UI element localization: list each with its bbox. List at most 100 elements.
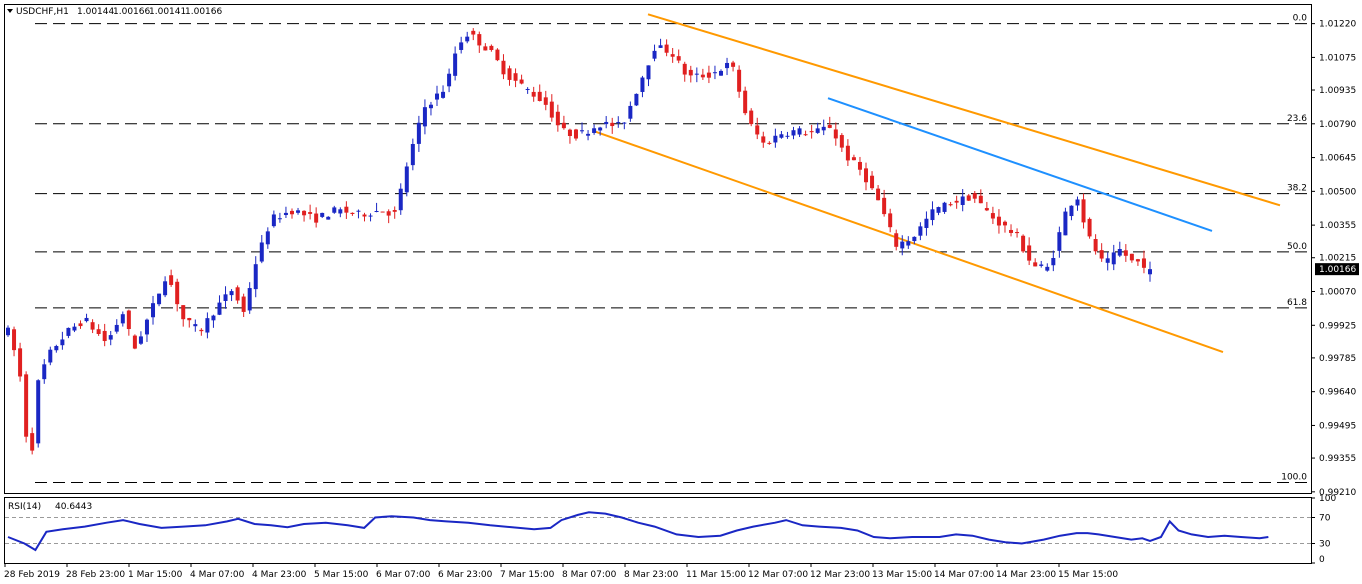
candle xyxy=(283,206,288,218)
candle-body xyxy=(48,349,53,363)
candle xyxy=(888,208,893,233)
candle-body xyxy=(870,175,875,189)
candle xyxy=(199,328,204,336)
candles xyxy=(6,28,1152,455)
candle-body xyxy=(72,326,77,331)
candle-body xyxy=(725,62,730,69)
candle-body xyxy=(912,236,917,242)
candle-body xyxy=(163,281,168,296)
candle-body xyxy=(1002,221,1007,226)
rsi-scale-label: 30 xyxy=(1319,540,1331,550)
candle xyxy=(428,101,433,116)
candle xyxy=(580,122,585,134)
candle xyxy=(422,99,427,135)
candle xyxy=(851,154,856,161)
candle xyxy=(567,128,572,144)
candle xyxy=(271,210,276,228)
candle xyxy=(930,201,935,226)
time-tick-label: 6 Mar 07:00 xyxy=(376,570,431,580)
candle-body xyxy=(1021,235,1026,252)
candle-body xyxy=(398,188,403,211)
candle xyxy=(60,331,65,350)
candle xyxy=(344,201,349,219)
candle xyxy=(749,108,754,127)
candle xyxy=(18,342,23,382)
candle-body xyxy=(126,310,131,330)
candle-body xyxy=(525,88,530,90)
candle-body xyxy=(18,348,23,377)
candle xyxy=(670,47,675,63)
candle xyxy=(731,60,736,72)
candle xyxy=(66,327,71,339)
price-tick-label: 1.00070 xyxy=(1319,288,1356,298)
candle xyxy=(211,314,216,328)
candle xyxy=(157,293,162,307)
candle-body xyxy=(495,49,500,61)
candle-body xyxy=(338,209,343,214)
candle-body xyxy=(253,264,258,290)
candle xyxy=(102,323,107,347)
candle-body xyxy=(731,62,736,67)
candle xyxy=(1148,261,1152,282)
candle xyxy=(664,39,669,57)
candle xyxy=(126,309,131,336)
candle xyxy=(241,293,246,317)
candle xyxy=(507,65,512,86)
candle-body xyxy=(326,216,331,220)
candle-body xyxy=(175,281,180,305)
candle xyxy=(24,371,29,443)
candle xyxy=(114,319,119,334)
candle-body xyxy=(549,101,554,118)
candle-body xyxy=(422,107,427,127)
candle-body xyxy=(1045,266,1050,271)
candle-body xyxy=(380,211,385,213)
candle-body xyxy=(84,317,89,322)
candle-body xyxy=(283,212,288,216)
candle xyxy=(90,319,95,334)
candle xyxy=(205,312,210,339)
candle xyxy=(682,61,687,82)
candle-body xyxy=(459,42,464,50)
candle xyxy=(187,317,192,328)
time-tick-label: 4 Mar 23:00 xyxy=(252,570,307,580)
time-tick-label: 11 Mar 15:00 xyxy=(686,570,746,580)
dropdown-triangle-icon[interactable] xyxy=(7,9,13,13)
candle-body xyxy=(827,124,832,128)
rsi-indicator: 100 70 30 0 xyxy=(5,494,1336,565)
candle xyxy=(972,190,977,203)
candle-body xyxy=(990,213,995,219)
candle xyxy=(471,28,476,41)
candle-body xyxy=(954,200,959,203)
candle xyxy=(435,85,440,106)
candle xyxy=(1135,258,1140,266)
candle xyxy=(441,85,446,99)
candle xyxy=(374,202,379,213)
candle-body xyxy=(640,77,645,92)
candle xyxy=(54,344,59,353)
candle xyxy=(803,130,808,137)
price-tick-label: 1.01220 xyxy=(1319,20,1356,30)
price-tick-label: 1.00500 xyxy=(1319,187,1356,197)
candle xyxy=(706,65,711,84)
candle-body xyxy=(114,324,119,332)
candle-body xyxy=(465,36,470,42)
candle xyxy=(265,227,270,249)
time-tick-label: 13 Mar 15:00 xyxy=(872,570,932,580)
candle-body xyxy=(356,210,361,212)
candle xyxy=(755,117,760,140)
candle-body xyxy=(265,231,270,245)
candle xyxy=(120,311,125,327)
candle xyxy=(253,256,258,298)
candle-body xyxy=(1063,211,1068,236)
candle xyxy=(725,57,730,76)
candle-body xyxy=(1009,229,1014,233)
candle-body xyxy=(960,196,965,206)
candle-body xyxy=(320,212,325,217)
channel-trendline xyxy=(647,13,1281,207)
price-tick-label: 0.99495 xyxy=(1319,421,1356,431)
candle xyxy=(767,141,772,145)
candle xyxy=(652,44,657,62)
candle xyxy=(229,289,234,302)
candle xyxy=(791,126,796,140)
